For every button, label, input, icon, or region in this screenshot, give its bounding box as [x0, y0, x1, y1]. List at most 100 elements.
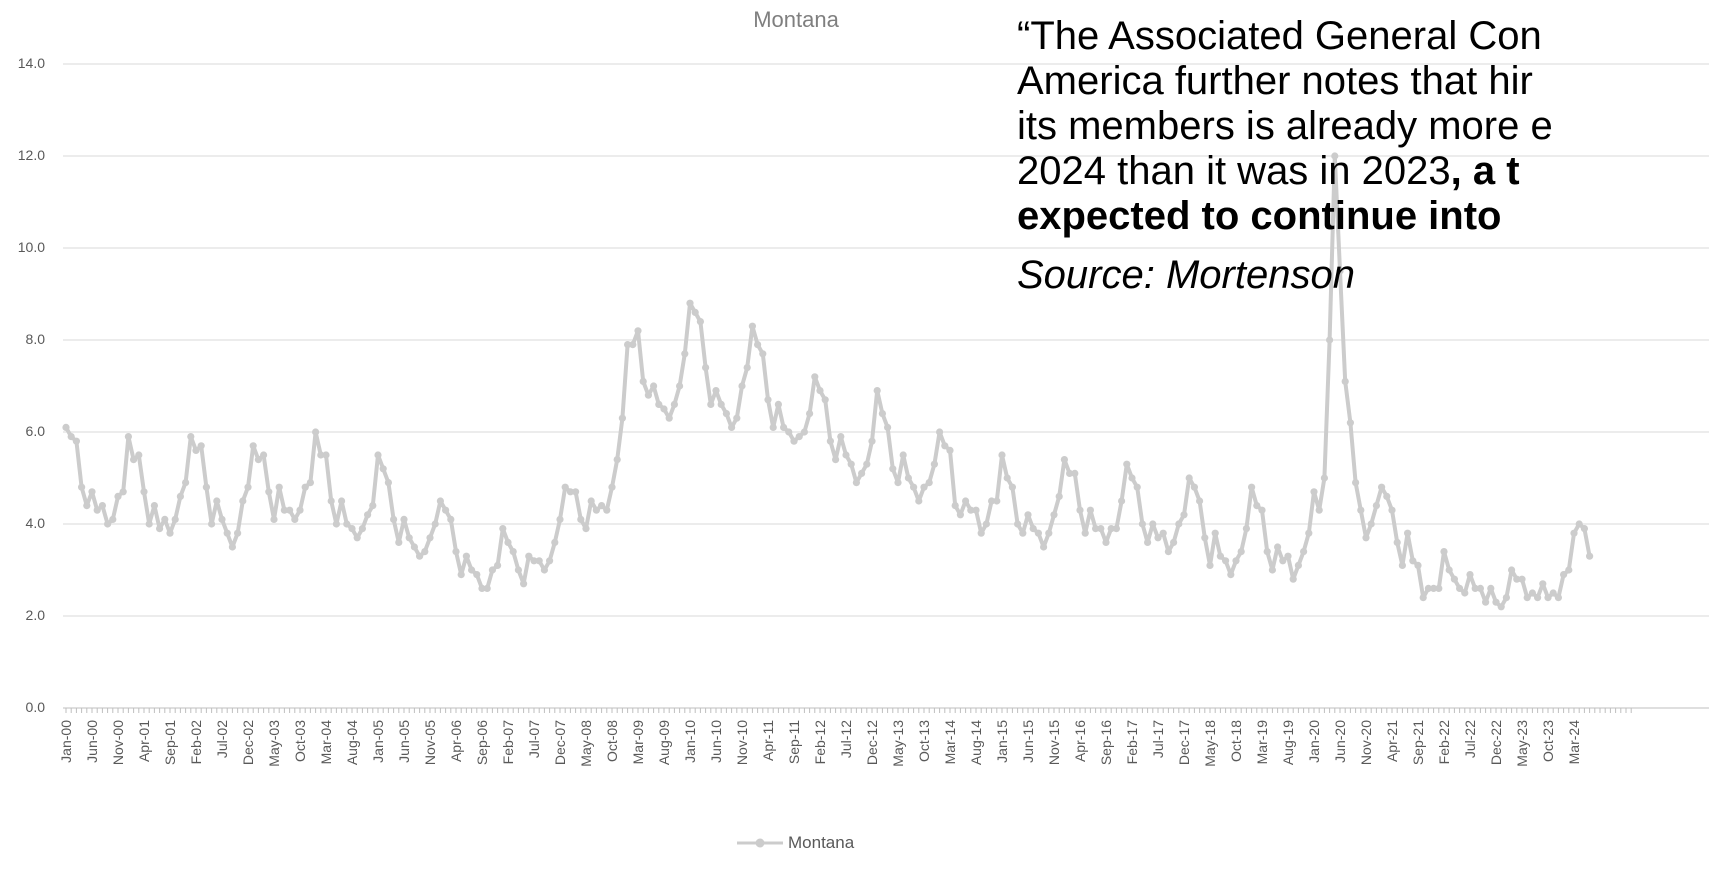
chart-title: Montana [753, 7, 839, 32]
x-tick-label: Dec-22 [1488, 720, 1504, 765]
data-point [759, 350, 767, 358]
data-point [1242, 525, 1250, 533]
data-point [769, 423, 777, 431]
data-point [618, 414, 627, 422]
y-tick-label: 10.0 [18, 239, 45, 255]
data-point [1123, 460, 1131, 468]
data-point [72, 437, 80, 445]
data-point [1154, 534, 1162, 542]
data-point [436, 497, 444, 505]
data-point [951, 502, 959, 510]
data-point [1466, 571, 1474, 579]
data-point [312, 428, 320, 436]
data-point [780, 423, 788, 431]
data-point [910, 483, 918, 491]
data-point [1014, 520, 1022, 528]
quote-line-5: expected to continue into [1017, 194, 1709, 239]
data-point [156, 525, 164, 533]
x-tick-label: Apr-06 [448, 720, 464, 762]
data-point [728, 423, 736, 431]
data-point [499, 525, 507, 533]
data-point [1471, 584, 1479, 593]
data-point [826, 437, 835, 445]
data-point [1560, 571, 1568, 579]
data-point [1185, 474, 1193, 482]
data-point [275, 483, 283, 491]
data-point [1206, 561, 1214, 570]
data-point [1502, 594, 1510, 602]
data-point [852, 479, 861, 487]
quote-source: Source: Mortenson [1017, 253, 1355, 297]
data-point [540, 566, 549, 574]
data-point [816, 387, 824, 395]
data-point [405, 534, 413, 542]
data-point [1294, 561, 1302, 570]
x-tick-label: Jan-05 [370, 720, 386, 763]
data-point [972, 506, 980, 514]
data-point [1170, 538, 1178, 547]
data-point [1544, 594, 1552, 602]
data-point [109, 515, 117, 524]
data-point [192, 446, 200, 454]
data-point [83, 502, 91, 510]
x-tick-label: Jul-17 [1150, 720, 1166, 758]
data-point [613, 456, 621, 464]
y-tick-label: 14.0 [18, 55, 45, 71]
data-point [1008, 483, 1017, 491]
data-point [234, 529, 242, 537]
data-point [260, 451, 268, 459]
data-point [878, 410, 887, 418]
data-point [452, 548, 460, 556]
x-tick-label: Sep-01 [162, 720, 178, 765]
data-point [868, 437, 876, 445]
data-point [1445, 566, 1453, 574]
x-tick-label: Oct-23 [1540, 720, 1556, 762]
data-point [468, 566, 476, 574]
data-point [135, 451, 143, 459]
data-point [1144, 538, 1152, 547]
data-point [863, 460, 871, 468]
data-point [426, 534, 434, 542]
data-point [1300, 548, 1308, 556]
series-line-montana [64, 154, 1592, 609]
quote-line-3: its members is already more e [1017, 104, 1553, 148]
data-point [1263, 548, 1271, 556]
data-point [1440, 548, 1448, 556]
data-point [1586, 552, 1594, 560]
data-point [967, 506, 975, 514]
data-point [1383, 492, 1391, 500]
data-point [1549, 589, 1557, 597]
data-point [187, 433, 195, 441]
x-tick-label: Apr-01 [136, 720, 152, 762]
data-point [1534, 594, 1542, 602]
x-tick-label: Oct-13 [916, 720, 932, 762]
data-point [473, 571, 481, 579]
data-point [1190, 483, 1198, 491]
data-point [98, 502, 106, 510]
data-point [1066, 469, 1074, 477]
x-tick-label: Nov-15 [1046, 720, 1062, 765]
data-point [582, 525, 590, 533]
data-point [197, 442, 205, 450]
data-point [811, 373, 819, 381]
data-point [1237, 548, 1245, 556]
data-point [650, 382, 658, 390]
data-point [681, 350, 689, 358]
data-point [998, 451, 1006, 459]
data-point [738, 382, 746, 390]
y-tick-label: 8.0 [26, 331, 46, 347]
y-axis-tick-labels: 0.0 2.0 4.0 6.0 8.0 10.0 12.0 14.0 [18, 55, 45, 715]
x-tick-label: Feb-17 [1124, 720, 1140, 765]
data-point [941, 442, 949, 450]
data-point [208, 520, 216, 528]
x-tick-label: May-18 [1202, 720, 1218, 767]
data-point [702, 364, 710, 372]
data-point [416, 552, 424, 560]
data-point [1357, 506, 1365, 514]
x-tick-label: May-08 [578, 720, 594, 767]
data-point [1040, 543, 1048, 551]
data-point [104, 520, 112, 528]
data-point [712, 387, 720, 395]
data-point [566, 488, 575, 496]
data-point [1346, 419, 1354, 427]
